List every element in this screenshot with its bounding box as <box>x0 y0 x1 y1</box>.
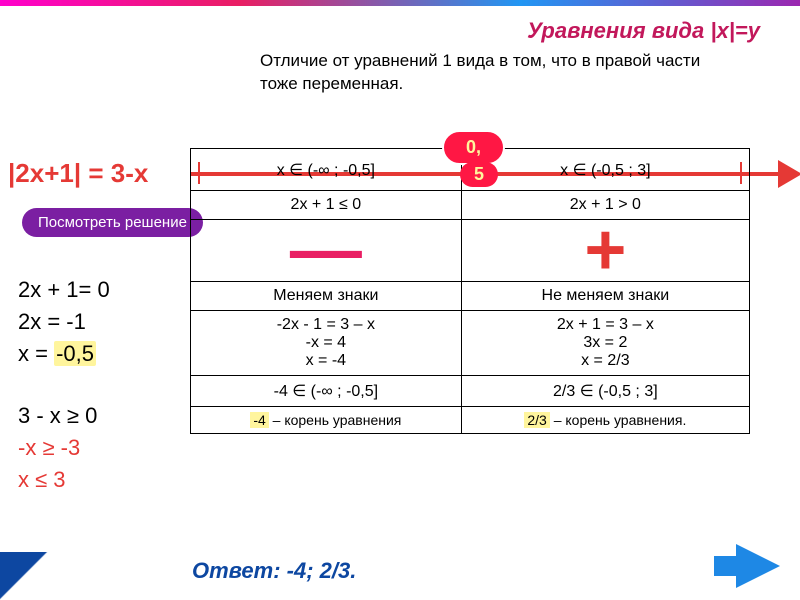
cell-check-right: 2/3 ∈ (-0,5 ; 3] <box>461 376 749 407</box>
constraint-3: x ≤ 3 <box>18 464 97 496</box>
cell-interval-left: x ∈ (-∞ ; -0,5] <box>191 149 462 191</box>
calc-right-1: 2x + 1 = 3 – x <box>470 316 741 334</box>
main-equation: |2x+1| = 3-x <box>8 158 148 189</box>
cell-sign-plus: + <box>461 220 749 282</box>
constraint-block: 3 - x ≥ 0 -x ≥ -3 x ≤ 3 <box>18 400 97 496</box>
cell-sign-minus: — <box>191 220 462 282</box>
step-line-2: 2x = -1 <box>18 306 110 338</box>
show-solution-button[interactable]: Посмотреть решение <box>22 208 203 237</box>
calc-left-3: x = -4 <box>199 352 453 370</box>
top-accent-bar <box>0 0 800 6</box>
next-arrow-icon[interactable] <box>736 544 780 588</box>
calc-left-1: -2x - 1 = 3 – x <box>199 316 453 334</box>
calc-right-3: x = 2/3 <box>470 352 741 370</box>
solution-table: x ∈ (-∞ ; -0,5] x ∈ (-0,5 ; 3] 2x + 1 ≤ … <box>190 148 750 434</box>
step-line-3: x = -0,5 <box>18 338 110 370</box>
cell-calc-left: -2x - 1 = 3 – x -x = 4 x = -4 <box>191 311 462 376</box>
page-subtitle: Отличие от уравнений 1 вида в том, что в… <box>260 50 740 96</box>
root-right-txt: – корень уравнения. <box>550 412 687 428</box>
cell-calc-right: 2x + 1 = 3 – x 3x = 2 x = 2/3 <box>461 311 749 376</box>
step-3-prefix: x = <box>18 341 54 366</box>
root-right-hl: 2/3 <box>524 412 549 428</box>
root-left-txt: – корень уравнения <box>269 412 402 428</box>
page-title: Уравнения вида |x|=y <box>527 18 760 44</box>
number-line-label-bottom: 5 <box>460 162 498 187</box>
cell-interval-right: x ∈ (-0,5 ; 3] <box>461 149 749 191</box>
number-line-arrowhead-icon <box>778 160 800 188</box>
number-line-label-top: 0, <box>442 130 505 165</box>
cell-root-right: 2/3 – корень уравнения. <box>461 407 749 434</box>
root-left-hl: -4 <box>250 412 268 428</box>
calc-right-2: 3x = 2 <box>470 334 741 352</box>
final-answer: Ответ: -4; 2/3. <box>192 558 356 584</box>
cell-root-left: -4 – корень уравнения <box>191 407 462 434</box>
step-3-highlight: -0,5 <box>54 341 96 366</box>
cell-check-left: -4 ∈ (-∞ ; -0,5] <box>191 376 462 407</box>
corner-decoration <box>0 552 48 600</box>
solution-steps: 2x + 1= 0 2x = -1 x = -0,5 <box>18 274 110 370</box>
calc-left-2: -x = 4 <box>199 334 453 352</box>
step-line-1: 2x + 1= 0 <box>18 274 110 306</box>
constraint-2: -x ≥ -3 <box>18 432 97 464</box>
constraint-1: 3 - x ≥ 0 <box>18 400 97 432</box>
